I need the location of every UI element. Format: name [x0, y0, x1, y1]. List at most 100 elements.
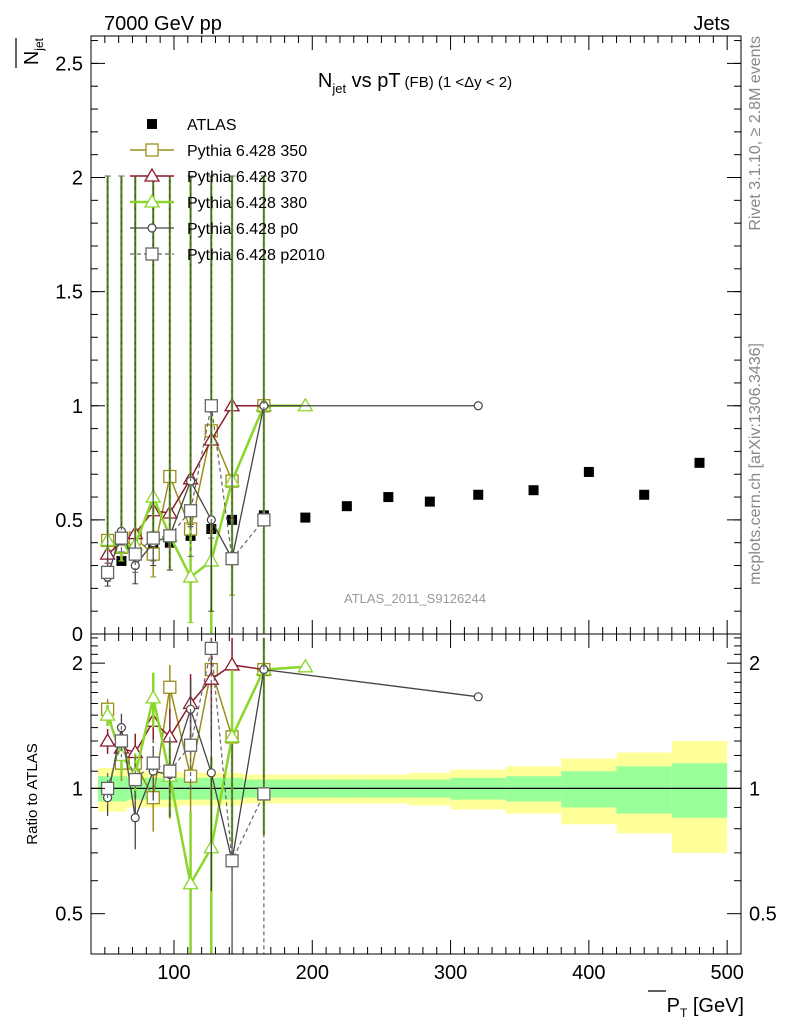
band-inner: [561, 771, 617, 808]
legend-marker: [147, 119, 157, 129]
legend-marker: [147, 223, 157, 233]
x-tick-label: 400: [572, 962, 605, 984]
ratio-point: [145, 689, 162, 704]
ratio-y-tick-label-right: 0.5: [749, 904, 777, 926]
data-point: [183, 504, 198, 518]
data-point: [225, 552, 239, 566]
ratio-series-p2010: [100, 637, 271, 954]
x-tick-label: 500: [710, 962, 743, 984]
svg-text:PT [GeV]: PT [GeV]: [667, 995, 744, 1020]
y-tick-label: 2.5: [55, 53, 83, 75]
legend-label: Pythia 6.428 p2010: [187, 247, 325, 264]
header-left: 7000 GeV pp: [104, 13, 222, 35]
ratio-point: [223, 728, 241, 743]
data-point: [341, 501, 352, 512]
y-tick-label: 1: [72, 396, 83, 418]
ratio-line: [106, 665, 306, 888]
ratio-point: [183, 738, 198, 752]
xlabel-sub: T: [680, 1006, 688, 1020]
data-point: [528, 485, 539, 496]
ratio-y-tick-label: 2: [72, 653, 83, 675]
ratio-line: [106, 668, 479, 861]
data-point: [473, 489, 484, 500]
ratio-ylabel: Ratio to ATLAS: [24, 743, 41, 844]
ratio-panel-frame: [90, 633, 742, 955]
main-panel: 0.5 1 1.5 2 2.5 0 ATLAS_2011_S9126244 Njet vs…: [15, 35, 742, 646]
ratio-y-tick-label-right: 1: [749, 778, 760, 800]
title-small: (FB) (1 <Δy < 2): [405, 74, 513, 91]
data-point: [128, 547, 142, 561]
ratio-y-tick-label: 0.5: [55, 904, 83, 926]
svg-text:Njet: Njet: [21, 37, 46, 65]
legend-label: Pythia 6.428 380: [187, 195, 307, 212]
legend-marker: [143, 193, 161, 208]
side-label-mcplots: mcplots.cern.ch [arXiv:1306.3436]: [747, 343, 764, 585]
ratio-point: [114, 734, 129, 748]
band-inner: [671, 763, 728, 818]
legend-label: ATLAS: [187, 117, 237, 134]
legend-marker: [143, 167, 161, 182]
ratio-point: [163, 680, 177, 694]
series-line: [107, 404, 306, 579]
ratio-panel-ticks: 0.5 0.5 1 1 2 2 100 200 300 400 500: [55, 634, 777, 984]
data-point: [300, 512, 311, 523]
data-point: [146, 531, 160, 545]
band-inner: [616, 766, 672, 814]
title-sub: jet: [331, 81, 346, 96]
y-tick-label: 2: [72, 168, 83, 190]
data-point: [100, 565, 115, 580]
data-point: [583, 466, 594, 477]
side-label-rivet: Rivet 3.1.10, ≥ 2.8M events: [747, 36, 764, 231]
ratio-panel-marks: [99, 637, 483, 954]
x-axis-title: PT [GeV]: [648, 990, 744, 1020]
data-point: [473, 401, 483, 411]
xlabel-main: P: [667, 995, 680, 1017]
data-point: [182, 568, 199, 583]
ratio-point: [257, 787, 271, 801]
ratio-point: [225, 854, 239, 868]
header-right: Jets: [693, 13, 730, 35]
x-tick-label: 300: [434, 962, 467, 984]
ratio-point: [130, 813, 140, 823]
x-tick-label: 200: [296, 962, 329, 984]
ratio-point: [128, 772, 142, 787]
ratio-point: [223, 656, 241, 671]
legend-label: Pythia 6.428 370: [187, 169, 307, 186]
ratio-point: [99, 706, 116, 721]
title-rest: vs pT: [346, 70, 400, 92]
ratio-point: [297, 658, 314, 673]
legend-label: Pythia 6.428 350: [187, 143, 307, 160]
ratio-point: [204, 641, 218, 656]
ratio-point: [99, 732, 116, 747]
series-p2010: [100, 175, 271, 635]
y-axis-title: Njet: [15, 37, 46, 68]
ylabel-main: N: [21, 51, 43, 65]
y-tick-label: 0.5: [55, 510, 83, 532]
ratio-point: [163, 764, 177, 778]
ylabel-sub: jet: [32, 37, 46, 51]
ratio-panel: 0.5 0.5 1 1 2 2 100 200 300 400 500 Ratio to ATLAS…: [24, 633, 777, 1020]
y-tick-label: 1.5: [55, 282, 83, 304]
data-point: [383, 492, 394, 503]
title-main: N: [318, 70, 332, 92]
ratio-uncertainty-band: [91, 740, 741, 853]
legend-marker: [145, 247, 159, 261]
data-point: [297, 397, 314, 412]
watermark: ATLAS_2011_S9126244: [344, 591, 486, 606]
ratio-point: [146, 756, 160, 770]
data-point: [694, 457, 705, 468]
ratio-y-tick-label: 1: [72, 778, 83, 800]
xlabel-rest: [GeV]: [687, 995, 744, 1017]
data-point: [163, 529, 177, 543]
ratio-point: [473, 692, 483, 702]
data-point: [114, 531, 129, 545]
legend-label: Pythia 6.428 p0: [187, 221, 298, 238]
main-panel-ticks: 0.5 1 1.5 2 2.5 0: [55, 36, 741, 646]
x-tick-label: 100: [157, 962, 190, 984]
data-point: [639, 489, 650, 500]
ratio-point: [182, 875, 199, 890]
main-panel-marks: [99, 175, 705, 635]
panel-title: Njet vs pT (FB) (1 <Δy < 2): [318, 70, 512, 96]
series-line: [106, 405, 479, 578]
